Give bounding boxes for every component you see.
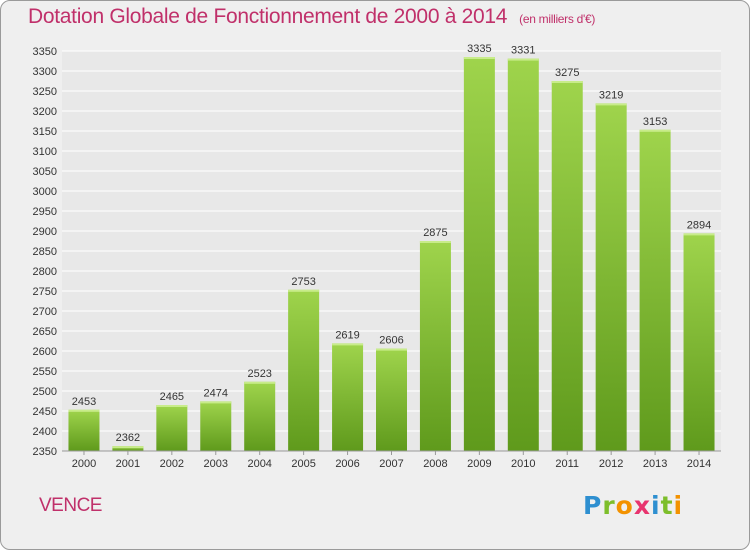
x-tick-label: 2006 [335,458,359,470]
bar-highlight [551,81,583,83]
bar-2002 [156,405,188,451]
bar-highlight [419,241,451,243]
data-label: 3331 [511,45,535,57]
y-tick-label: 2400 [33,426,57,438]
data-label: 2753 [291,276,315,288]
y-tick-label: 2850 [33,246,57,258]
x-tick-label: 2012 [599,458,623,470]
data-label: 2619 [335,329,359,341]
y-tick-label: 2750 [33,286,57,298]
y-tick-label: 2450 [33,406,57,418]
data-label: 3275 [555,67,579,79]
x-tick-label: 2003 [204,458,228,470]
y-axis: 2350 2400 2450 2500 2550 2600 2650 2700 2750 2800… [33,46,57,458]
x-axis: 2000 2001 2002 2003 2004 2005 2006 2007 2008 2009… [62,450,721,470]
data-label: 2453 [72,396,96,408]
x-tick-label: 2007 [379,458,403,470]
data-label: 2362 [116,432,140,444]
bar-highlight [639,129,671,132]
bar-2013 [639,129,671,452]
bar-2005 [288,289,320,451]
x-tick-label: 2004 [247,458,271,470]
x-tick-label: 2005 [291,458,315,470]
bar-highlight [507,58,539,61]
town-name: VENCE [39,495,102,516]
data-label: 3153 [643,116,667,128]
y-tick-label: 2900 [33,226,57,238]
bar-highlight [376,348,407,351]
y-tick-label: 2550 [33,366,57,378]
bar-highlight [68,409,100,412]
bar-2009 [463,57,495,451]
data-label: 2606 [379,335,403,347]
bar-highlight [200,401,232,404]
bar-highlight [244,381,276,384]
x-tick-label: 2002 [160,458,184,470]
bar-2014 [683,233,715,451]
x-tick-label: 2008 [423,458,447,470]
proxiti-logo[interactable]: Proxiti [583,491,684,520]
bar-highlight [683,233,715,236]
bar-highlight [332,343,364,346]
x-tick-label: 2001 [116,458,140,470]
bar-2001 [112,446,144,451]
bar-2011 [551,81,583,451]
bar-2004 [244,381,276,451]
x-tick-label: 2009 [467,458,491,470]
bar-2006 [332,343,364,451]
y-tick-label: 2950 [33,206,57,218]
data-label: 3335 [467,43,491,55]
bar-highlight [112,446,144,449]
bar-2010 [507,58,539,451]
bar-highlight [288,289,320,292]
y-tick-label: 2800 [33,266,57,278]
bars: 2453 2362 2465 2474 2523 2753 2619 2606 2875 3335… [68,43,715,452]
x-tick-label: 2000 [72,458,96,470]
x-tick-label: 2013 [643,458,667,470]
y-tick-label: 3250 [33,86,57,98]
chart-title-text: Dotation Globale de Fonctionnement de 20… [28,5,508,28]
y-tick-label: 3350 [33,46,57,58]
y-tick-label: 3100 [33,146,57,158]
data-label: 3219 [599,89,623,101]
y-tick-label: 2650 [33,326,57,338]
bar-2003 [200,401,232,451]
y-tick-label: 2350 [33,446,57,458]
bar-highlight [595,103,627,106]
data-label: 2894 [687,219,711,231]
y-tick-label: 3300 [33,66,57,78]
y-tick-label: 3150 [33,126,57,138]
data-label: 2474 [204,387,228,399]
bar-highlight [463,57,495,59]
data-label: 2875 [423,227,447,239]
x-tick-label: 2011 [555,458,579,470]
bar-2008 [419,241,451,451]
chart-subtitle: (en milliers d'€) [519,12,596,26]
y-tick-label: 2700 [33,306,57,318]
y-tick-label: 3000 [33,186,57,198]
bar-highlight [156,405,188,407]
y-tick-label: 2600 [33,346,57,358]
data-label: 2523 [247,368,271,380]
x-tick-label: 2010 [511,458,535,470]
bar-2007 [376,348,407,451]
bar-2000 [68,409,100,451]
bar-2012 [595,103,627,452]
data-label: 2465 [160,391,184,403]
x-tick-label: 2014 [687,458,711,470]
y-tick-label: 3050 [33,166,57,178]
y-tick-label: 3200 [33,106,57,118]
y-tick-label: 2500 [33,386,57,398]
chart-title: Dotation Globale de Fonctionnement de 20… [28,5,595,29]
